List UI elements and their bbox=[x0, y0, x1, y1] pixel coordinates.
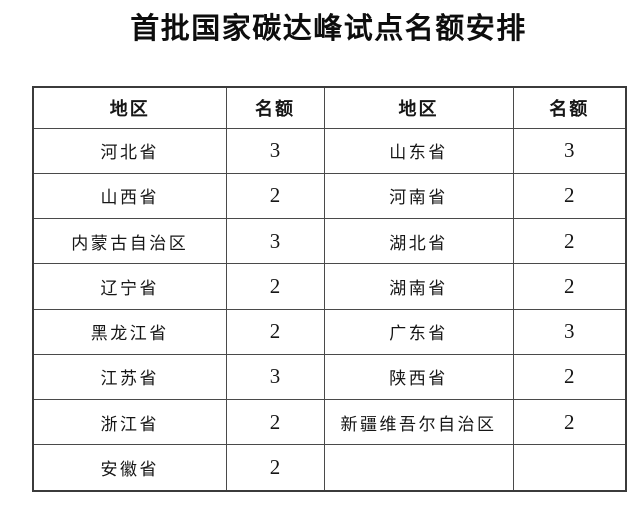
region-cell: 广东省 bbox=[323, 308, 514, 355]
quota-cell: 2 bbox=[512, 172, 627, 220]
quota-cell: 3 bbox=[512, 127, 627, 174]
region-cell bbox=[323, 444, 514, 492]
region-cell: 山西省 bbox=[32, 172, 227, 220]
region-cell: 浙江省 bbox=[32, 399, 227, 446]
quota-cell: 3 bbox=[225, 218, 325, 265]
region-cell: 黑龙江省 bbox=[32, 308, 227, 355]
region-cell: 内蒙古自治区 bbox=[32, 218, 227, 265]
region-cell: 新疆维吾尔自治区 bbox=[323, 399, 514, 446]
region-cell: 辽宁省 bbox=[32, 263, 227, 310]
table-row: 浙江省 2 新疆维吾尔自治区 2 bbox=[32, 399, 627, 446]
table-row: 江苏省 3 陕西省 2 bbox=[32, 353, 627, 401]
region-cell: 湖南省 bbox=[323, 263, 514, 310]
table-header-row: 地区 名额 地区 名额 bbox=[32, 86, 627, 129]
table-row: 安徽省 2 bbox=[32, 444, 627, 492]
table-row: 辽宁省 2 湖南省 2 bbox=[32, 263, 627, 310]
quota-cell: 3 bbox=[225, 127, 325, 174]
quota-cell: 2 bbox=[512, 399, 627, 446]
column-header-quota-2: 名额 bbox=[512, 86, 627, 129]
quota-cell: 2 bbox=[225, 263, 325, 310]
region-cell: 江苏省 bbox=[32, 353, 227, 401]
region-cell: 陕西省 bbox=[323, 353, 514, 401]
quota-cell: 2 bbox=[512, 263, 627, 310]
table-row: 内蒙古自治区 3 湖北省 2 bbox=[32, 218, 627, 265]
region-cell: 山东省 bbox=[323, 127, 514, 174]
region-cell: 湖北省 bbox=[323, 218, 514, 265]
quota-cell bbox=[512, 444, 627, 492]
table-row: 黑龙江省 2 广东省 3 bbox=[32, 308, 627, 355]
region-cell: 河南省 bbox=[323, 172, 514, 220]
quota-cell: 2 bbox=[225, 308, 325, 355]
column-header-region-2: 地区 bbox=[323, 86, 514, 129]
quota-cell: 2 bbox=[225, 399, 325, 446]
quota-cell: 2 bbox=[512, 218, 627, 265]
quota-cell: 2 bbox=[225, 444, 325, 492]
table-row: 河北省 3 山东省 3 bbox=[32, 127, 627, 174]
page-title: 首批国家碳达峰试点名额安排 bbox=[130, 13, 527, 45]
region-cell: 河北省 bbox=[32, 127, 227, 174]
table-row: 山西省 2 河南省 2 bbox=[32, 172, 627, 220]
column-header-quota-1: 名额 bbox=[225, 86, 325, 129]
quota-cell: 2 bbox=[512, 353, 627, 401]
quota-cell: 3 bbox=[225, 353, 325, 401]
column-header-region-1: 地区 bbox=[32, 86, 227, 129]
quota-cell: 3 bbox=[512, 308, 627, 355]
content-area: 首批国家碳达峰试点名额安排 地区 名额 地区 名额 河北省 3 bbox=[32, 0, 627, 492]
quota-cell: 2 bbox=[225, 172, 325, 220]
region-cell: 安徽省 bbox=[32, 444, 227, 492]
quota-table: 地区 名额 地区 名额 河北省 3 山东省 3 山西省 2 河南省 2 bbox=[32, 86, 627, 492]
